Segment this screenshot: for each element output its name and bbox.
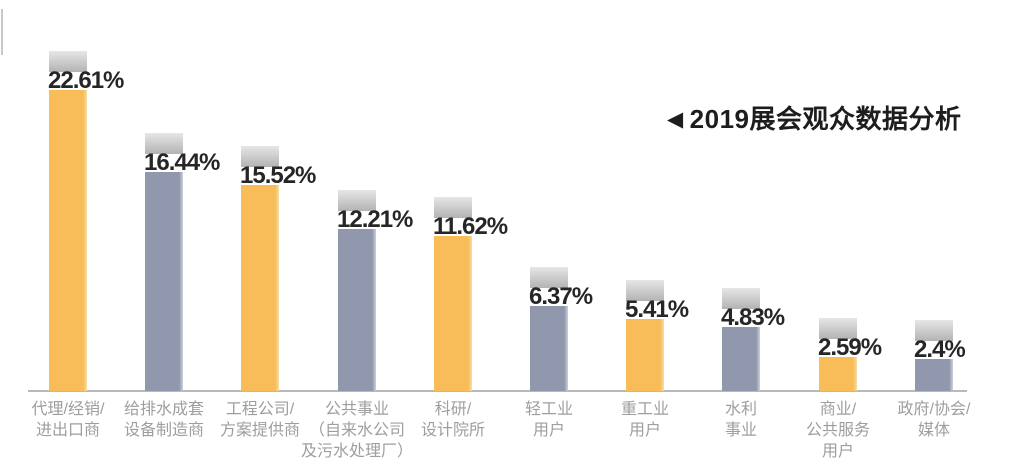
category-label-line: 设计院所 [420,422,485,439]
bar [241,185,279,391]
bar-value-label: 5.41% [625,298,689,322]
bar-cap [434,197,472,218]
category-label-line: 及污水处理厂） [300,443,413,459]
category-label-line: 用户 [821,443,854,459]
category-label-line: 商业/ [819,401,857,418]
y-axis-line [1,9,3,55]
category-label: 给排水成套设备制造商 [89,399,239,441]
chart-title: ◀ 2019展会观众数据分析 [667,99,962,136]
category-label-line: 给排水成套 [123,401,204,418]
bar [145,172,183,391]
bar-cap [145,133,183,154]
category-label-line: 事业 [724,422,757,439]
category-label-line: 公共事业 [324,401,389,418]
bar-value-text: 2.59% [818,334,882,361]
bar-value-text: 22.61% [48,67,124,94]
bar [434,236,472,391]
category-label-line: 代理/经销/ [31,401,105,418]
bar [338,229,376,391]
category-label: 公共事业 （自来水公司 及污水处理厂） [282,399,432,459]
category-label-line: 水利 [724,401,757,418]
category-label: 商业/公共服务用户 [763,399,913,459]
category-label: 代理/经销/进出口商 [0,399,143,441]
category-label-line: 媒体 [917,422,950,439]
bar-value-text: 11.62% [433,213,508,240]
bar-column: 15.52% [240,146,316,391]
bar-value-label: 12.21% [337,208,413,232]
bar-column: 11.62% [433,197,508,391]
bar-value-text: 6.37% [529,283,593,310]
bar-column: 2.4% [914,320,966,391]
category-label-line: 用户 [628,422,661,439]
category-label: 重工业 用户 [570,399,720,441]
bar-column: 16.44% [144,133,220,391]
bar [819,357,857,391]
bar-value-label: 16.44% [144,151,220,175]
category-label: 水利 事业 [666,399,816,441]
bar-column: 4.83% [721,288,785,391]
bar-cap [626,280,664,301]
bar [915,359,953,391]
bar-cap [819,318,857,339]
category-label-line: 重工业 [620,401,669,418]
x-axis-line [28,390,967,392]
bar-cap [241,146,279,167]
bar-column: 2.59% [818,318,882,391]
bar [530,306,568,391]
bar-value-label: 6.37% [529,285,593,309]
category-label: 政府/协会/媒体 [859,399,1009,441]
bar-value-label: 11.62% [433,215,508,239]
bar-cap [338,190,376,211]
category-label: 工程公司/方案提供商 [185,399,335,441]
bar-column: 6.37% [529,267,593,391]
chart-title-text: 2019展会观众数据分析 [689,104,962,134]
category-label-line: 设备制造商 [123,422,204,439]
bar-value-text: 16.44% [144,149,220,176]
left-triangle-icon: ◀ [667,108,684,131]
bar-cap [530,267,568,288]
bar-cap [722,288,760,309]
bar-value-label: 15.52% [240,164,316,188]
category-label-line: 公共服务 [805,422,870,439]
bar-value-label: 2.4% [914,338,966,362]
bar-value-text: 4.83% [721,304,785,331]
bar-value-text: 5.41% [625,296,689,323]
bar-column: 12.21% [337,190,413,391]
category-label: 科研/设计院所 [378,399,528,441]
category-label: 轻工业 用户 [474,399,624,441]
bar-cap [49,51,87,72]
bar-value-text: 12.21% [337,206,413,233]
bar-cap [915,320,953,341]
bar [626,319,664,391]
bar [49,90,87,391]
category-label-line: 政府/协会/ [897,401,971,418]
category-label-line: 科研/ [434,401,472,418]
category-label-line: 用户 [532,422,565,439]
bar [722,327,760,391]
category-label-line: 方案提供商 [219,422,300,439]
category-label-line: 轻工业 [524,401,573,418]
bar-value-label: 22.61% [48,69,124,93]
bar-value-label: 2.59% [818,336,882,360]
bar-column: 5.41% [625,280,689,391]
bar-column: 22.61% [48,51,124,391]
category-label-line: 进出口商 [35,422,100,439]
bar-value-text: 2.4% [914,336,966,363]
bar-value-text: 15.52% [240,162,316,189]
bar-value-label: 4.83% [721,306,785,330]
category-label-line: （自来水公司 [308,422,405,439]
category-label-line: 工程公司/ [225,401,295,418]
